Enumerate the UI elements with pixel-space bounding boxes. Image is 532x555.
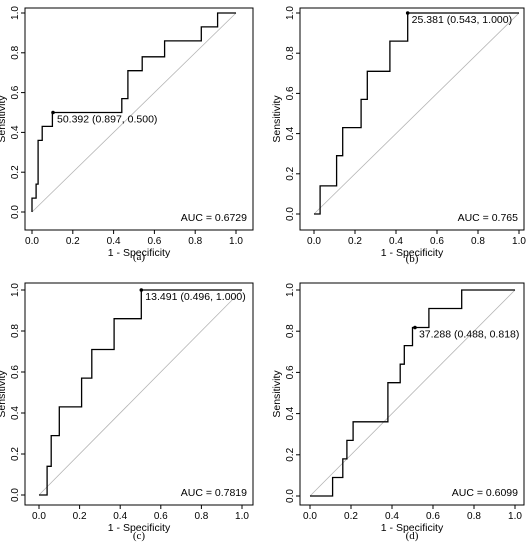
x-tick-label: 0.6 [147, 236, 161, 247]
x-axis-title: 1 - Specificity [108, 522, 171, 534]
x-axis-title: 1 - Specificity [108, 247, 171, 259]
x-tick-label: 1.0 [229, 236, 243, 247]
threshold-annotation: 37.288 (0.488, 0.818) [419, 328, 519, 340]
reference-diagonal [313, 12, 520, 215]
x-tick-label: 0.0 [303, 511, 317, 522]
x-tick-label: 0.2 [348, 236, 362, 247]
y-tick-label: 0.2 [10, 165, 21, 179]
panel-label: (d) [406, 530, 419, 542]
y-tick-label: 0.2 [285, 447, 296, 461]
y-tick-label: 0.6 [10, 85, 21, 99]
threshold-point [139, 288, 144, 292]
reference-diagonal [31, 12, 237, 213]
auc-label: AUC = 0.6099 [452, 487, 518, 499]
reference-diagonal [309, 289, 516, 497]
y-tick-label: 0.4 [10, 125, 21, 139]
x-tick-label: 1.0 [512, 236, 526, 247]
y-tick-label: 0.4 [285, 126, 296, 140]
y-tick-label: 0.8 [10, 324, 21, 338]
x-tick-label: 0.0 [32, 511, 46, 522]
threshold-annotation: 25.381 (0.543, 1.000) [412, 14, 512, 26]
roc-panel: 0.0 0.2 0.4 0.6 0.8 1.0 0.0 0.2 0.4 0.6 0.8 1.0 1 - … [271, 6, 526, 265]
x-tick-label: 1.0 [235, 511, 249, 522]
y-tick-label: 0.0 [285, 489, 296, 503]
y-tick-label: 1.0 [10, 283, 21, 297]
y-tick-label: 0.8 [10, 45, 21, 59]
x-tick-label: 0.2 [73, 511, 87, 522]
roc-curve [31, 12, 236, 212]
x-tick-label: 0.2 [344, 511, 358, 522]
roc-panel: 0.0 0.2 0.4 0.6 0.8 1.0 0.0 0.2 0.4 0.6 0.8 1.0 1 - … [0, 6, 254, 263]
x-tick-label: 0.6 [426, 511, 440, 522]
y-tick-label: 0.6 [285, 86, 296, 100]
x-tick-label: 0.8 [471, 236, 485, 247]
roc-panel: 0.0 0.2 0.4 0.6 0.8 1.0 0.0 0.2 0.4 0.6 0.8 1.0 1 - … [271, 282, 525, 542]
y-axis-title: Sensitivity [271, 95, 283, 143]
y-axis-title: Sensitivity [0, 370, 8, 418]
roc-curve [310, 289, 515, 497]
y-tick-label: 0.0 [10, 488, 21, 502]
threshold-point [413, 325, 417, 330]
panel-label: (a) [133, 251, 146, 263]
y-tick-label: 0.4 [285, 406, 296, 420]
panel-label: (c) [133, 530, 146, 542]
x-tick-label: 0.8 [188, 236, 202, 247]
x-tick-label: 0.4 [107, 236, 121, 247]
threshold-point [51, 110, 55, 115]
x-axis-title: 1 - Specificity [381, 247, 444, 259]
y-tick-label: 0.2 [10, 447, 21, 461]
x-tick-label: 0.6 [430, 236, 444, 247]
y-axis-title: Sensitivity [0, 95, 8, 143]
y-tick-label: 0.6 [10, 365, 21, 379]
y-tick-label: 1.0 [10, 6, 21, 20]
x-tick-label: 0.4 [385, 511, 399, 522]
roc-curve [39, 289, 242, 496]
y-tick-label: 0.0 [285, 207, 296, 221]
y-tick-label: 0.0 [10, 205, 21, 219]
x-tick-label: 1.0 [508, 511, 522, 522]
panel-label: (b) [406, 253, 419, 265]
x-tick-label: 0.4 [389, 236, 403, 247]
x-tick-label: 0.8 [467, 511, 481, 522]
x-tick-label: 0.8 [194, 511, 208, 522]
reference-diagonal [38, 289, 243, 496]
y-tick-label: 1.0 [285, 283, 296, 297]
y-tick-label: 1.0 [285, 6, 296, 20]
threshold-annotation: 13.491 (0.496, 1.000) [145, 291, 245, 303]
y-tick-label: 0.6 [285, 365, 296, 379]
y-tick-label: 0.4 [10, 406, 21, 420]
y-tick-label: 0.8 [285, 324, 296, 338]
auc-label: AUC = 0.765 [458, 212, 519, 224]
roc-curve [314, 12, 519, 215]
x-tick-label: 0.6 [154, 511, 168, 522]
x-tick-label: 0.0 [307, 236, 321, 247]
x-axis-title: 1 - Specificity [381, 522, 444, 534]
y-axis-title: Sensitivity [271, 370, 283, 418]
x-tick-label: 0.4 [113, 511, 127, 522]
x-tick-label: 0.0 [25, 236, 39, 247]
y-tick-label: 0.8 [285, 46, 296, 60]
x-tick-label: 0.2 [66, 236, 80, 247]
y-tick-label: 0.2 [285, 166, 296, 180]
auc-label: AUC = 0.7819 [181, 487, 247, 499]
threshold-annotation: 50.392 (0.897, 0.500) [57, 114, 157, 126]
roc-panel: 0.0 0.2 0.4 0.6 0.8 1.0 0.0 0.2 0.4 0.6 0.8 1.0 1 - … [0, 282, 254, 542]
auc-label: AUC = 0.6729 [181, 212, 247, 224]
threshold-point [405, 11, 410, 15]
